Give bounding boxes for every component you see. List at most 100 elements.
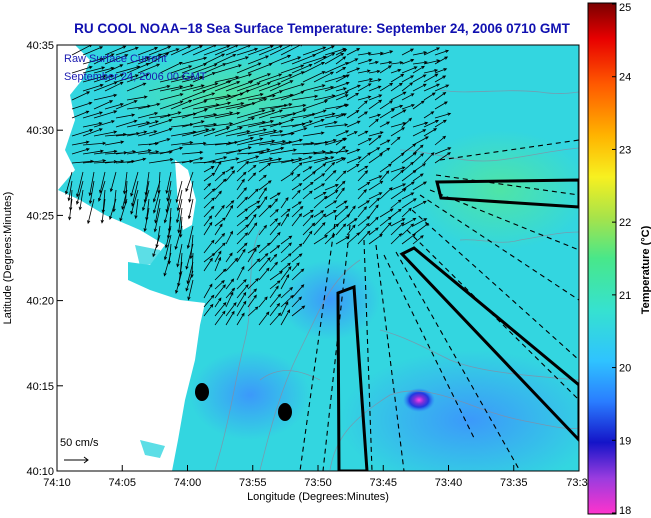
current-vector-arrow — [368, 216, 379, 227]
current-vector-arrow — [214, 256, 222, 272]
current-vector-arrow — [434, 75, 447, 83]
current-vector-arrow — [247, 82, 272, 92]
current-vector-arrow — [247, 213, 257, 227]
colorbar-tick-label: 24 — [619, 72, 631, 84]
current-vector-arrow — [214, 223, 223, 236]
current-vector-arrow — [335, 94, 349, 101]
current-vector-arrow — [88, 171, 95, 197]
y-axis: 40:35 40:30 40:25 40:20 40:15 40:10 — [26, 40, 63, 478]
current-vector-arrow — [324, 200, 338, 209]
current-vector-arrow — [82, 66, 106, 74]
current-vector-arrow — [159, 146, 184, 155]
current-vector-arrow — [313, 210, 325, 218]
current-vector-arrow — [67, 180, 73, 202]
current-vector-arrow — [71, 91, 91, 101]
current-vector-arrow — [214, 217, 227, 227]
current-vector-arrow — [423, 83, 441, 92]
current-vector-arrow — [390, 166, 406, 173]
current-vector-arrow — [291, 173, 301, 182]
current-vector-arrow — [214, 81, 241, 92]
current-vector-arrow — [302, 166, 313, 173]
current-vector-arrow — [82, 74, 107, 83]
sst-blue-region-south — [340, 350, 579, 471]
current-vector-arrow — [126, 149, 152, 155]
current-vector-arrow — [313, 156, 335, 164]
current-vector-arrow — [390, 188, 407, 200]
current-vector-arrow — [291, 213, 303, 227]
current-vector-arrow — [225, 117, 256, 128]
current-vector-arrow — [357, 83, 372, 92]
current-vector-arrow — [71, 45, 93, 56]
current-vector-arrow — [247, 200, 261, 209]
current-vector-arrow — [291, 205, 304, 218]
current-vector-arrow — [100, 198, 106, 224]
current-vector-arrow — [280, 309, 291, 326]
current-vector-arrow — [203, 283, 213, 299]
current-vector-arrow — [203, 303, 214, 317]
current-vector-arrow — [401, 192, 415, 200]
current-vector-arrow — [159, 85, 184, 92]
current-vector-arrow — [181, 150, 204, 155]
current-vector-arrow — [192, 72, 216, 83]
current-vector-arrow — [153, 207, 161, 233]
current-vector-arrow — [214, 190, 222, 200]
current-vector-arrow — [269, 261, 279, 272]
current-vector-arrow — [401, 152, 417, 164]
current-vector-arrow — [390, 104, 404, 110]
current-vector-arrow — [203, 182, 212, 191]
y-axis-label: Latitude (Degrees:Minutes) — [2, 192, 14, 325]
colorbar-ticks: 25 24 23 22 21 20 19 18 — [612, 2, 631, 517]
current-vector-arrow — [176, 189, 183, 212]
current-vector-arrow — [379, 139, 391, 146]
current-vector-arrow — [236, 82, 261, 92]
current-vector-arrow — [291, 284, 305, 299]
current-vector-arrow — [390, 208, 402, 218]
x-tick-label: 74:10 — [43, 477, 71, 489]
current-vector-arrow — [379, 170, 390, 182]
current-vector-arrow — [335, 180, 346, 191]
current-vector-arrow — [126, 95, 148, 101]
current-vector-arrow — [236, 128, 267, 137]
current-vector-arrow — [203, 188, 216, 200]
current-vector-arrow — [346, 131, 358, 137]
current-vector-arrow — [148, 158, 174, 164]
current-vector-arrow — [225, 136, 255, 146]
current-vector-arrow — [368, 192, 383, 200]
current-vector-arrow — [192, 122, 218, 128]
current-vector-arrow — [368, 99, 383, 110]
current-vector-arrow — [423, 128, 438, 137]
x-axis: 74:10 74:05 74:00 73:55 73:50 73:45 73:40 73:35… — [43, 465, 588, 489]
current-vector-arrow — [247, 172, 257, 182]
current-vector-arrow — [324, 52, 345, 65]
colorbar-tick-label: 19 — [619, 435, 631, 447]
current-vector-arrow — [82, 46, 104, 56]
current-vector-arrow — [177, 207, 183, 234]
current-vector-arrow — [225, 302, 237, 317]
current-vector-arrow — [137, 120, 160, 128]
current-vector-arrow — [203, 294, 215, 308]
current-vector-arrow — [225, 56, 249, 65]
current-vector-arrow — [357, 138, 372, 146]
current-vector-arrow — [258, 162, 272, 173]
current-vector-arrow — [269, 198, 278, 209]
chart-title: RU COOL NOAA−18 Sea Surface Temperature:… — [74, 21, 571, 36]
current-vector-arrow — [181, 157, 204, 164]
current-vector-arrow — [93, 74, 114, 83]
current-vector-arrow — [269, 218, 279, 227]
current-vector-arrow — [368, 85, 382, 92]
current-vector-arrow — [291, 243, 303, 254]
current-vector-arrow — [346, 67, 361, 74]
current-vector-arrow — [302, 171, 317, 182]
current-vector-arrow — [203, 257, 213, 272]
current-vector-arrow — [368, 147, 381, 155]
current-vector-arrow — [159, 48, 180, 56]
current-vector-arrow — [401, 181, 415, 191]
current-vector-arrow — [302, 84, 326, 92]
current-vector-arrow — [434, 135, 447, 146]
current-vector-arrow — [214, 284, 226, 299]
current-vector-arrow — [137, 63, 161, 74]
current-vector-arrow — [203, 252, 216, 263]
current-vector-arrow — [93, 110, 118, 119]
current-vector-arrow — [302, 46, 327, 56]
current-vector-arrow — [357, 230, 371, 245]
